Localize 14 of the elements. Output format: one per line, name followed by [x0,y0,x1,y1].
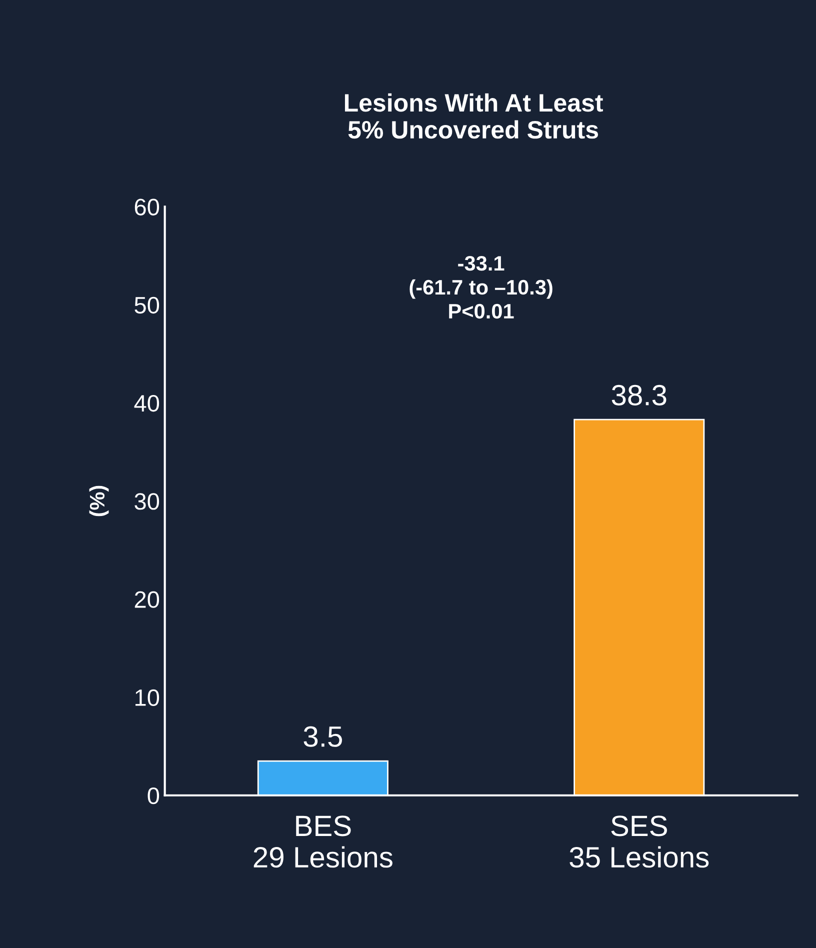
y-tick-label: 60 [134,198,160,216]
data-label: 3.5 [304,726,342,747]
data-label: 38.3 [612,384,666,406]
chart-title: Lesions With At Least 5% Uncovered Struts [344,93,603,139]
y-tick-label: 0 [148,787,160,804]
y-axis-title: (%) [89,486,109,516]
y-tick-label: 20 [134,591,160,608]
x-tick-label: SES 35 Lesions [570,816,709,868]
y-tick-label: 50 [134,296,160,314]
y-tick-label: 10 [136,689,160,706]
annotation: -33.1 (-61.7 to –10.3) P<0.01 [410,256,552,319]
x-tick-label: BES 29 Lesions [254,816,392,868]
y-tick-label: 30 [134,493,160,510]
y-tick-label: 40 [134,394,160,412]
